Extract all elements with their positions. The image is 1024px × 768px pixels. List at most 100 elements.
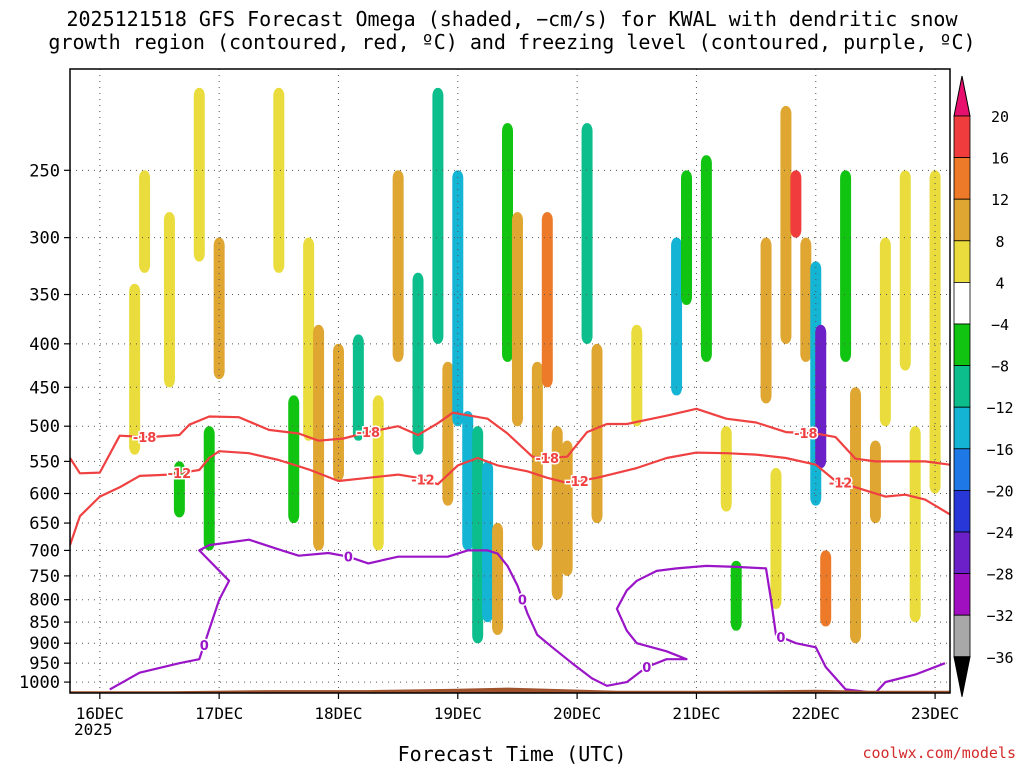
omega-cell	[730, 560, 742, 631]
omega-cell	[680, 170, 692, 305]
colorbar-swatch	[953, 115, 971, 158]
y-tick-label: 350	[29, 286, 60, 306]
omega-cell	[631, 324, 643, 427]
colorbar-swatch	[953, 614, 971, 658]
contour-label: -12	[829, 477, 853, 492]
omega-cell	[303, 237, 315, 441]
omega-cell	[790, 170, 802, 238]
omega-cell	[462, 411, 474, 551]
colorbar-label: −12	[986, 399, 1013, 417]
omega-cell	[392, 170, 404, 362]
colorbar-label: −8	[991, 358, 1009, 376]
contour-label: 0	[344, 551, 353, 566]
x-tick-label: 20DEC	[553, 704, 601, 723]
omega-cell	[511, 212, 523, 427]
colorbar-label: −28	[986, 566, 1013, 584]
x-tick-label: 16DEC	[76, 704, 124, 723]
colorbar-swatch	[953, 240, 971, 283]
contour-label: 0	[776, 631, 785, 646]
omega-cell	[879, 237, 891, 427]
omega-cell	[770, 468, 782, 609]
contour-label: 0	[518, 594, 527, 609]
x-tick-label: 18DEC	[314, 704, 362, 723]
omega-cell	[482, 461, 494, 623]
colorbar-swatch	[953, 489, 971, 533]
omega-cell	[551, 426, 563, 600]
contour-label: -18	[536, 452, 560, 467]
y-tick-label: 300	[29, 229, 60, 249]
chart-title-line-1: 2025121518 GFS Forecast Omega (shaded, −…	[66, 7, 958, 31]
omega-cell	[452, 170, 464, 427]
colorbar-label: 4	[995, 274, 1004, 292]
ground-surface	[70, 687, 950, 693]
x-axis-year-label: 2025	[74, 720, 113, 739]
contour-line	[70, 407, 950, 475]
colorbar-label: −24	[986, 524, 1013, 542]
contour-label: -12	[168, 467, 192, 482]
omega-cell	[591, 343, 603, 524]
omega-cell	[332, 343, 344, 481]
colorbar-label: −16	[986, 441, 1013, 459]
colorbar-swatch	[953, 573, 971, 616]
omega-cell	[850, 387, 862, 644]
contour-label: 0	[642, 661, 651, 676]
omega-cell	[129, 283, 141, 455]
colorbar-bottom-arrow	[953, 656, 971, 697]
y-tick-label: 700	[29, 541, 60, 561]
omega-cell	[909, 426, 921, 623]
y-tick-label: 550	[29, 452, 60, 472]
omega-cell	[869, 440, 881, 524]
chart-title-line-2: growth region (contoured, red, ºC) and f…	[48, 30, 976, 54]
omega-cell	[820, 550, 832, 627]
colorbar-swatch	[953, 198, 971, 242]
contour-label: -18	[794, 427, 818, 442]
colorbar-swatch	[953, 531, 971, 574]
omega-cell	[700, 155, 712, 362]
omega-cell	[541, 212, 553, 388]
y-tick-label: 450	[29, 378, 60, 398]
omega-cell	[432, 87, 444, 344]
omega-cell	[760, 237, 772, 404]
y-tick-label: 500	[29, 417, 60, 437]
colorbar-swatch	[953, 323, 971, 366]
y-tick-label: 900	[29, 634, 60, 654]
colorbar-swatch	[953, 281, 971, 325]
omega-cell	[561, 440, 573, 576]
y-tick-label: 800	[29, 591, 60, 611]
colorbar-label: −36	[986, 649, 1013, 667]
x-tick-label: 22DEC	[792, 704, 840, 723]
omega-cell	[412, 272, 424, 455]
colorbar-label: 20	[991, 108, 1009, 126]
y-tick-label: 650	[29, 514, 60, 534]
omega-cell	[899, 170, 911, 371]
omega-cell	[671, 237, 683, 396]
omega-cell	[139, 170, 151, 273]
omega-cell	[372, 395, 384, 551]
omega-cell	[313, 324, 325, 551]
colorbar-label: −32	[986, 607, 1013, 625]
y-tick-label: 400	[29, 335, 60, 355]
omega-cell	[273, 87, 285, 273]
x-tick-label: 21DEC	[672, 704, 720, 723]
colorbar-label: −20	[986, 482, 1013, 500]
colorbar-swatch	[953, 157, 971, 200]
colorbar-swatch	[953, 448, 971, 491]
x-axis-title: Forecast Time (UTC)	[397, 742, 627, 766]
omega-cell	[288, 395, 300, 524]
y-tick-label: 600	[29, 485, 60, 505]
y-tick-label: 950	[29, 654, 60, 674]
omega-cell	[163, 212, 175, 388]
source-credit: coolwx.com/models	[862, 744, 1016, 762]
colorbar-label: 8	[995, 233, 1004, 251]
contour-label: -12	[565, 475, 589, 490]
omega-cell	[213, 237, 225, 380]
contour-label: -18	[357, 426, 381, 441]
colorbar-top-arrow	[953, 75, 971, 117]
omega-cell	[780, 105, 792, 344]
contour-line	[109, 538, 946, 693]
omega-cell	[193, 87, 205, 262]
y-tick-label: 750	[29, 567, 60, 587]
colorbar-label: 12	[991, 191, 1009, 209]
colorbar-swatch	[953, 365, 971, 408]
